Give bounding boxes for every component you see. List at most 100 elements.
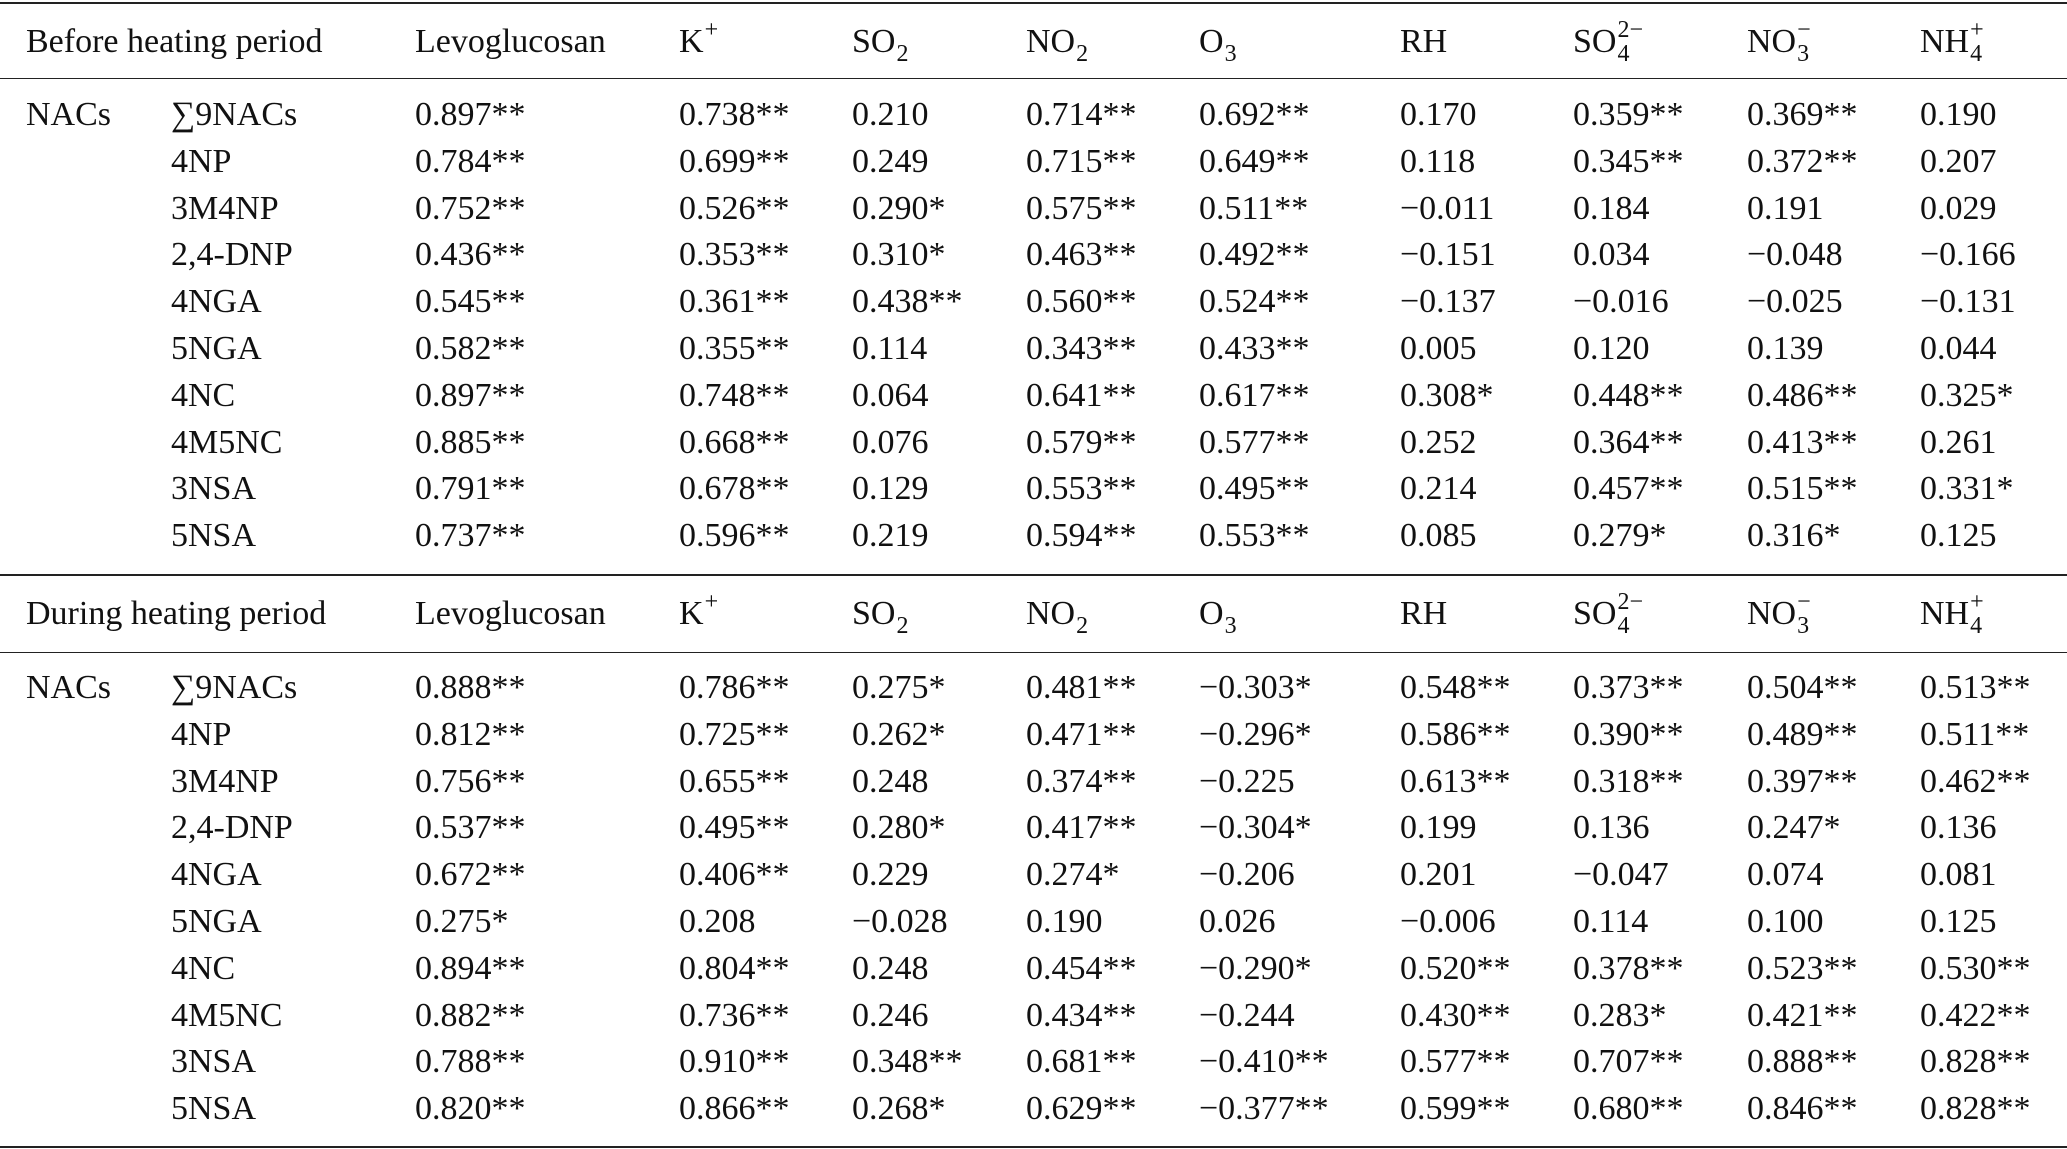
- row-name: 4NGA: [171, 283, 262, 321]
- table-cell: 0.114: [852, 330, 928, 367]
- subscript: 3: [1797, 41, 1810, 67]
- table-cell: 0.207: [1920, 142, 1997, 180]
- table-cell: 0.229: [852, 856, 929, 894]
- table-cell: 0.331*: [1920, 470, 2014, 508]
- table-cell: 0.668**: [679, 423, 790, 461]
- table-cell: 0.613**: [1400, 762, 1511, 800]
- table-cell: 0.248: [852, 949, 929, 987]
- column-header: NO 2: [1026, 20, 1109, 67]
- table-cell: 0.495**: [679, 809, 790, 847]
- row-name: 4NP: [171, 142, 232, 180]
- script-stack: 3: [1224, 20, 1258, 67]
- table-cell: 0.738**: [679, 96, 790, 133]
- column-header: RH: [1400, 592, 1447, 636]
- section-title: Before heating period: [26, 23, 323, 60]
- table-cell: 0.515**: [1747, 470, 1858, 508]
- row-name: 3M4NP: [171, 762, 279, 800]
- table-cell: −0.131: [1920, 283, 2016, 321]
- script-stack: +4: [1969, 589, 2003, 639]
- table-cell: −0.303*: [1199, 669, 1312, 706]
- table-cell: 0.139: [1747, 330, 1824, 367]
- superscript: −: [1797, 589, 1811, 615]
- table-cell: −0.377**: [1199, 1090, 1329, 1128]
- header-text: NH: [1920, 23, 1970, 60]
- table-cell: 0.463**: [1026, 236, 1137, 274]
- column-header: K +: [679, 17, 738, 64]
- table-cell: 0.804**: [679, 949, 790, 987]
- subscript: 3: [1797, 613, 1810, 639]
- table-cell: 0.316*: [1747, 517, 1841, 555]
- table-cell: 0.359**: [1573, 96, 1684, 133]
- column-header: Levoglucosan: [415, 20, 606, 64]
- table-cell: 0.481**: [1026, 669, 1137, 706]
- header-text: NO: [1747, 595, 1797, 632]
- subscript: 2: [1076, 41, 1089, 67]
- table-cell: 0.786**: [679, 669, 790, 706]
- table-cell: −0.047: [1573, 856, 1669, 894]
- table-cell: 0.353**: [679, 236, 790, 274]
- table-cell: 0.247*: [1747, 809, 1841, 847]
- header-text: RH: [1400, 595, 1448, 632]
- table-cell: 0.280*: [852, 809, 946, 847]
- table-cell: −0.137: [1400, 283, 1496, 321]
- table-cell: 0.372**: [1747, 142, 1858, 180]
- table-cell: 0.897**: [415, 376, 526, 414]
- table-cell: 0.436**: [415, 236, 526, 274]
- table-cell: 0.846**: [1747, 1090, 1858, 1128]
- bottom-rule: [0, 1146, 2067, 1148]
- column-header: NH +4: [1920, 17, 2003, 67]
- superscript: +: [704, 17, 719, 43]
- row-name: 5NSA: [171, 1090, 257, 1128]
- table-cell: −0.006: [1400, 903, 1496, 940]
- table-cell: 0.617**: [1199, 376, 1310, 414]
- row-name: 5NGA: [171, 330, 262, 367]
- table-cell: 0.599**: [1400, 1090, 1511, 1128]
- table-cell: 0.034: [1573, 236, 1650, 274]
- table-cell: 0.261: [1920, 423, 1997, 461]
- script-stack: −3: [1796, 17, 1830, 67]
- header-text: Levoglucosan: [415, 595, 606, 632]
- header-text: RH: [1400, 23, 1448, 60]
- subscript: 2: [896, 41, 909, 67]
- column-header: NO −3: [1747, 17, 1830, 67]
- table-cell: 0.526**: [679, 189, 790, 227]
- subscript: 3: [1224, 41, 1237, 67]
- section-title: During heating period: [26, 595, 327, 632]
- table-cell: 0.548**: [1400, 669, 1511, 706]
- table-cell: −0.304*: [1199, 809, 1312, 847]
- table-cell: 0.374**: [1026, 762, 1137, 800]
- header-text: O: [1199, 595, 1224, 632]
- table-cell: 0.672**: [415, 856, 526, 894]
- table-cell: 0.655**: [679, 762, 790, 800]
- table-cell: 0.894**: [415, 949, 526, 987]
- column-header: SO 2: [852, 20, 929, 67]
- table-cell: 0.457**: [1573, 470, 1684, 508]
- table-cell: 0.199: [1400, 809, 1477, 847]
- table-cell: 0.364**: [1573, 423, 1684, 461]
- table-cell: 0.448**: [1573, 376, 1684, 414]
- table-cell: 0.678**: [679, 470, 790, 508]
- table-cell: 0.283*: [1573, 996, 1667, 1034]
- script-stack: 2− 4: [1616, 17, 1650, 67]
- table-cell: 0.129: [852, 470, 929, 508]
- table-cell: 0.246: [852, 996, 929, 1034]
- column-header: NH +4: [1920, 589, 2003, 639]
- table-cell: 0.373**: [1573, 669, 1684, 706]
- table-cell: 0.029: [1920, 189, 1997, 227]
- subscript: 4: [1617, 613, 1630, 639]
- table-cell: 0.081: [1920, 856, 1997, 894]
- table-cell: 0.343**: [1026, 330, 1137, 367]
- table-cell: 0.736**: [679, 996, 790, 1034]
- table-cell: −0.028: [852, 903, 948, 940]
- row-name: 4M5NC: [171, 996, 283, 1034]
- table-cell: 0.560**: [1026, 283, 1137, 321]
- table-cell: −0.290*: [1199, 949, 1312, 987]
- table-cell: 0.125: [1920, 517, 1997, 555]
- table-cell: 0.828**: [1920, 1090, 2031, 1128]
- row-name: 4NGA: [171, 856, 262, 894]
- table-cell: 0.513**: [1920, 669, 2031, 706]
- table-cell: 0.910**: [679, 1043, 790, 1081]
- table-cell: −0.048: [1747, 236, 1843, 274]
- table-cell: 0.248: [852, 762, 929, 800]
